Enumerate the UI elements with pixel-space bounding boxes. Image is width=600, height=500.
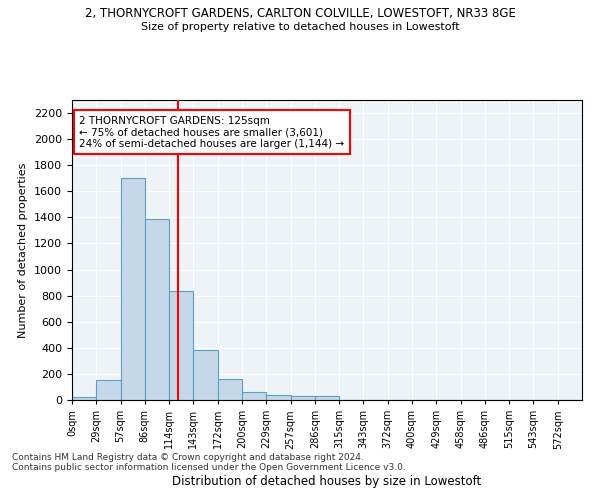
Bar	[72, 398, 96, 400]
Text: 2, THORNYCROFT GARDENS, CARLTON COLVILLE, LOWESTOFT, NR33 8GE: 2, THORNYCROFT GARDENS, CARLTON COLVILLE…	[85, 8, 515, 20]
Text: Contains HM Land Registry data © Crown copyright and database right 2024.: Contains HM Land Registry data © Crown c…	[12, 454, 364, 462]
Bar	[121, 178, 145, 400]
Bar	[96, 380, 121, 400]
Bar	[290, 396, 315, 400]
Y-axis label: Number of detached properties: Number of detached properties	[19, 162, 28, 338]
Bar	[218, 379, 242, 400]
Text: 2 THORNYCROFT GARDENS: 125sqm
← 75% of detached houses are smaller (3,601)
24% o: 2 THORNYCROFT GARDENS: 125sqm ← 75% of d…	[79, 116, 344, 149]
Text: Distribution of detached houses by size in Lowestoft: Distribution of detached houses by size …	[172, 474, 482, 488]
Bar	[266, 396, 290, 400]
Bar	[169, 291, 193, 400]
Text: Contains public sector information licensed under the Open Government Licence v3: Contains public sector information licen…	[12, 464, 406, 472]
Bar	[145, 218, 169, 400]
Text: Size of property relative to detached houses in Lowestoft: Size of property relative to detached ho…	[140, 22, 460, 32]
Bar	[315, 396, 339, 400]
Bar	[193, 350, 218, 400]
Bar	[242, 392, 266, 400]
